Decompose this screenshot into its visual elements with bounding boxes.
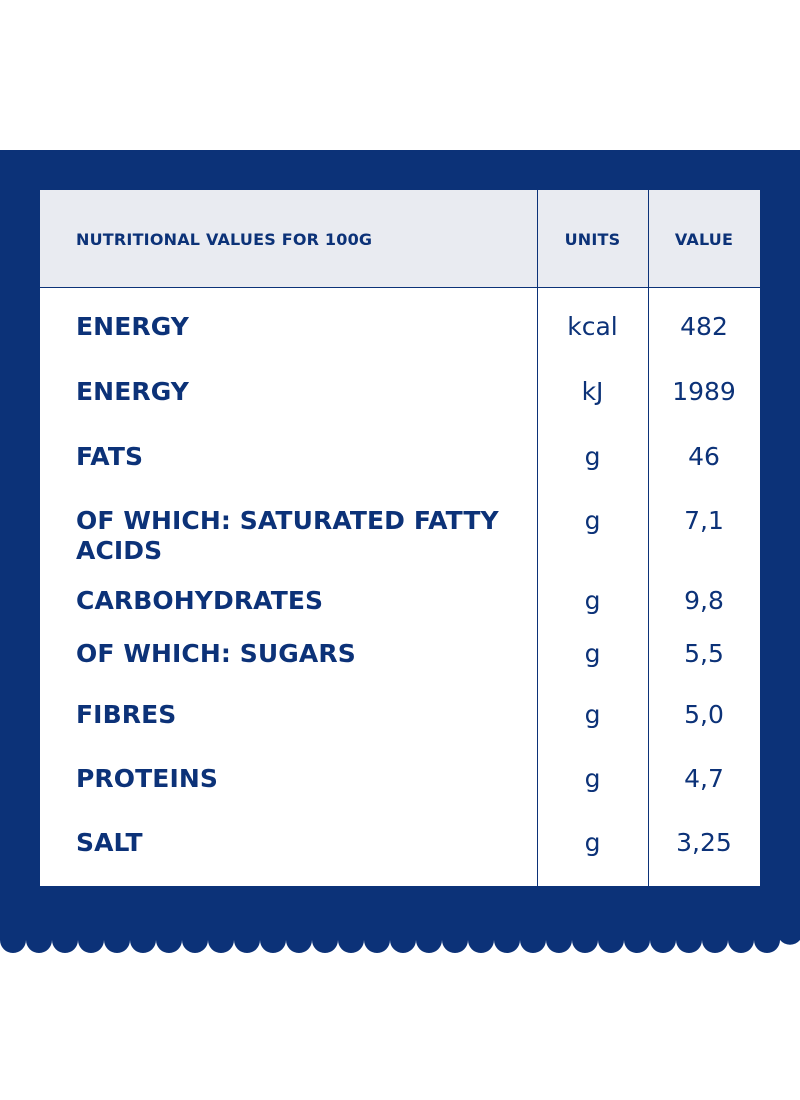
column-divider [537, 190, 538, 886]
nutrient-name: ENERGY [76, 312, 190, 341]
nutrient-unit: kJ [581, 377, 604, 406]
nutrient-value: 7,1 [684, 506, 724, 535]
header-divider [40, 287, 760, 288]
nutrient-unit: g [584, 828, 601, 857]
nutrition-table: NUTRITIONAL VALUES FOR 100G UNITS VALUE … [40, 190, 760, 886]
nutrient-unit: g [584, 700, 601, 729]
nutrient-value: 482 [680, 312, 728, 341]
scalloped-edge [0, 925, 800, 953]
nutrient-value: 5,0 [684, 700, 724, 729]
nutrient-unit: g [584, 764, 601, 793]
nutrient-name: CARBOHYDRATES [76, 586, 324, 615]
header-nutrient: NUTRITIONAL VALUES FOR 100G [76, 230, 373, 249]
nutrient-name: OF WHICH: SATURATED FATTY ACIDS [76, 506, 499, 565]
header-units: UNITS [564, 230, 621, 249]
nutrient-name: OF WHICH: SUGARS [76, 639, 356, 668]
nutrient-value: 5,5 [684, 639, 724, 668]
nutrient-name: FIBRES [76, 700, 177, 729]
table-header [40, 190, 760, 287]
nutrient-name: SALT [76, 828, 143, 857]
nutrient-value: 4,7 [684, 764, 724, 793]
nutrient-unit: g [584, 639, 601, 668]
nutrient-value: 3,25 [676, 828, 732, 857]
column-divider [648, 190, 649, 886]
header-value: VALUE [674, 230, 734, 249]
nutrient-value: 46 [688, 442, 720, 471]
nutrient-value: 9,8 [684, 586, 724, 615]
nutrient-unit: kcal [567, 312, 618, 341]
nutrient-name: PROTEINS [76, 764, 218, 793]
nutrient-name: ENERGY [76, 377, 190, 406]
nutrient-unit: g [584, 506, 601, 535]
nutrient-unit: g [584, 586, 601, 615]
nutrient-value: 1989 [672, 377, 736, 406]
nutrient-name: FATS [76, 442, 144, 471]
nutrient-unit: g [584, 442, 601, 471]
